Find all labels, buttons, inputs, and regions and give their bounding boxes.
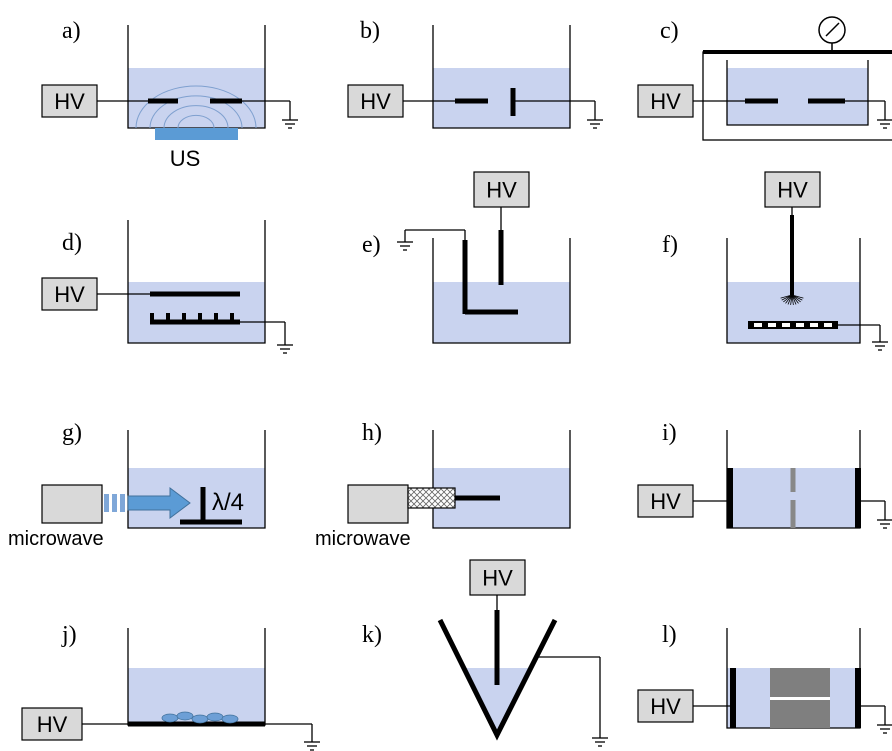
liquid [433,68,570,128]
microwave-label: microwave [8,528,104,550]
liquid [128,68,265,128]
hole [796,323,804,327]
wire [785,294,793,304]
liquid [727,68,868,125]
wire [791,294,797,305]
panel-label: f) [662,232,678,258]
particle [191,714,209,724]
liquid [128,282,265,343]
wavelength-label: λ/4 [212,489,244,516]
hv-box [764,171,821,208]
beaker [432,25,571,129]
beaker [726,238,861,344]
panel-label: e) [362,232,381,258]
wire [791,294,794,305]
panel-label: h) [362,420,382,446]
particle [206,712,224,722]
beaker [726,60,869,126]
funnel [437,618,558,741]
hv-label: HV [486,178,517,203]
wave [135,85,257,129]
us-transducer [155,128,238,140]
wave [149,95,243,129]
particle [221,714,239,724]
hv-label: HV [54,282,85,307]
beaker [127,220,266,344]
wire [825,22,840,37]
guide-stripe [104,494,109,512]
hv-box [473,171,530,208]
panel-label: l) [662,622,677,648]
panel-label: c) [660,18,679,44]
wave [177,114,215,129]
hv-label: HV [54,89,85,114]
wire [791,294,801,303]
perforated-electrode [748,321,838,329]
hv-label: HV [37,712,68,737]
wire [787,294,793,305]
hv-label: HV [360,89,391,114]
beaker [432,430,571,529]
hv-label: HV [650,489,681,514]
beaker [432,238,571,344]
microwave-source [41,484,103,524]
guide-stripe [112,494,117,512]
panel-label: i) [662,420,677,446]
panel-label: a) [62,18,81,44]
hole [782,323,790,327]
hole [768,323,776,327]
particle [161,713,179,723]
hv-label: HV [650,89,681,114]
gap [770,697,830,700]
hv-box [637,689,694,723]
hv-box [469,559,526,596]
particle [176,711,194,721]
hv-label: HV [777,178,808,203]
panel-label: g) [62,420,82,446]
hole [824,323,832,327]
beaker [127,430,266,529]
panel-label: j) [61,622,77,648]
hv-label: HV [482,566,513,591]
hv-label: HV [650,694,681,719]
panel-label: k) [362,622,382,648]
liquid [465,668,530,733]
hv-box [21,707,83,741]
wire [790,294,793,305]
microwave-label: microwave [315,528,411,550]
panel-label: d) [62,230,82,256]
panel-label: b) [360,18,380,44]
microwave-source [347,484,409,524]
wave [163,105,229,129]
guide-stripe [120,494,125,512]
wire [791,294,803,301]
microwave-arrow [127,487,191,519]
hole [810,323,818,327]
hv-box [41,277,98,311]
us-label: US [170,146,201,171]
coax [407,487,456,509]
wire [780,294,793,299]
hole [754,323,762,327]
wire [791,294,799,304]
